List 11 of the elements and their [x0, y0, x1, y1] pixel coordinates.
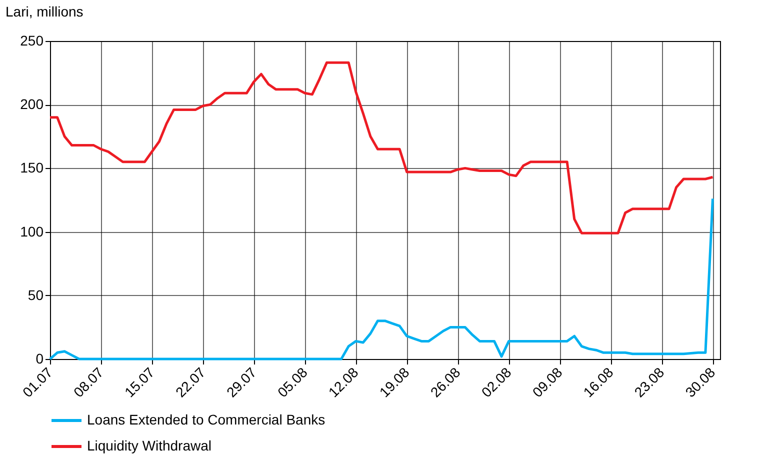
y-tick-label: 200: [20, 96, 44, 112]
y-tick-label: 50: [28, 286, 44, 303]
y-tick-label: 150: [20, 160, 44, 176]
y-tick-label: 100: [20, 223, 44, 240]
y-tick-label: 0: [36, 350, 44, 366]
y-tick-label: 250: [20, 32, 44, 48]
legend-label: Liquidity Withdrawal: [87, 438, 212, 454]
line-series: [48, 197, 714, 360]
legend-label: Loans Extended to Commercial Banks: [87, 412, 326, 428]
y-axis-title: Lari, millions: [6, 4, 84, 20]
line-series: [48, 61, 714, 234]
